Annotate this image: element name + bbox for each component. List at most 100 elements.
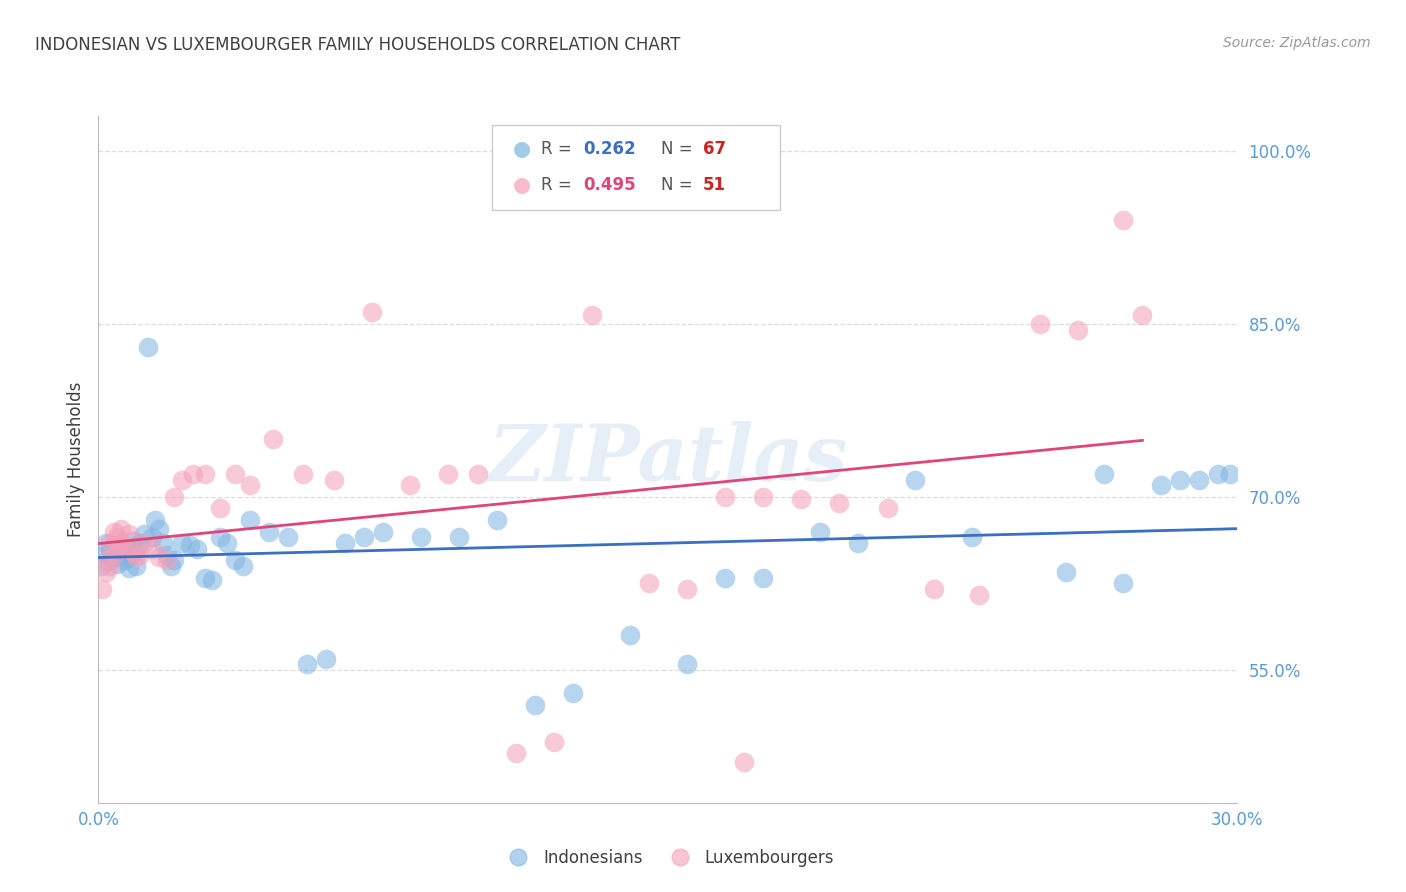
Text: N =: N = xyxy=(661,140,697,158)
Point xyxy=(132,526,155,541)
Point xyxy=(217,536,239,550)
Point xyxy=(121,533,143,548)
Point xyxy=(141,541,163,556)
Text: ZIPatlas: ZIPatlas xyxy=(488,421,848,498)
Point xyxy=(967,588,990,602)
Point xyxy=(846,536,869,550)
Point xyxy=(125,559,148,574)
Point xyxy=(524,698,547,712)
Point xyxy=(98,536,121,550)
Text: 0.495: 0.495 xyxy=(583,176,636,194)
Point xyxy=(129,548,152,562)
Point xyxy=(94,565,117,579)
Point xyxy=(163,490,186,504)
Point xyxy=(98,553,121,567)
Point xyxy=(107,530,129,544)
Text: Source: ZipAtlas.com: Source: ZipAtlas.com xyxy=(1223,36,1371,50)
Point xyxy=(125,549,148,564)
Text: N =: N = xyxy=(661,176,697,194)
Point xyxy=(1094,467,1116,481)
Legend: Indonesians, Luxembourgers: Indonesians, Luxembourgers xyxy=(495,842,841,873)
Point xyxy=(163,553,186,567)
Point xyxy=(371,524,394,539)
Point xyxy=(114,553,136,567)
Point xyxy=(94,548,117,562)
Point xyxy=(103,524,125,539)
Point xyxy=(960,530,983,544)
Point xyxy=(107,545,129,559)
Point xyxy=(292,467,315,481)
Point xyxy=(103,538,125,552)
Point xyxy=(1188,473,1211,487)
Point xyxy=(103,549,125,564)
Point xyxy=(179,538,201,552)
Point xyxy=(148,522,170,536)
Point xyxy=(714,571,737,585)
Point xyxy=(411,530,433,544)
Point xyxy=(107,538,129,552)
Point xyxy=(315,651,337,665)
Point xyxy=(714,490,737,504)
Point xyxy=(208,530,231,544)
Point xyxy=(194,571,217,585)
Point xyxy=(322,473,344,487)
Point xyxy=(110,548,132,562)
Point xyxy=(562,686,585,700)
Point xyxy=(262,432,284,446)
Point xyxy=(790,492,813,507)
Point xyxy=(1056,565,1078,579)
Point xyxy=(94,536,117,550)
Point xyxy=(98,541,121,556)
Point xyxy=(129,536,152,550)
Point xyxy=(91,582,114,597)
Point xyxy=(110,522,132,536)
Point xyxy=(877,501,900,516)
Point xyxy=(1170,473,1192,487)
Point xyxy=(828,496,851,510)
Point xyxy=(118,561,141,575)
Point xyxy=(922,582,945,597)
Point xyxy=(156,548,179,562)
Point xyxy=(159,559,181,574)
Point xyxy=(239,478,262,492)
Text: 67: 67 xyxy=(703,140,725,158)
Point xyxy=(449,530,471,544)
Point xyxy=(186,541,208,556)
Point xyxy=(118,526,141,541)
Point xyxy=(183,467,205,481)
Point xyxy=(232,559,254,574)
Point xyxy=(297,657,319,672)
Point xyxy=(132,536,155,550)
Point xyxy=(152,536,174,550)
Text: 0.262: 0.262 xyxy=(583,140,636,158)
Point xyxy=(201,573,224,587)
Point xyxy=(110,536,132,550)
Point xyxy=(125,541,148,556)
Text: ●: ● xyxy=(513,139,530,159)
Point xyxy=(114,541,136,556)
Point xyxy=(110,536,132,550)
Point xyxy=(752,571,775,585)
Text: R =: R = xyxy=(541,176,578,194)
Point xyxy=(98,559,121,574)
Point xyxy=(239,513,262,527)
Point xyxy=(114,541,136,556)
Point xyxy=(335,536,357,550)
Point xyxy=(808,524,831,539)
Point xyxy=(543,734,565,748)
Point xyxy=(1150,478,1173,492)
Point xyxy=(107,557,129,571)
Point xyxy=(277,530,299,544)
Point xyxy=(1112,212,1135,227)
Point xyxy=(224,467,246,481)
Point xyxy=(486,513,509,527)
Point xyxy=(121,545,143,559)
Point xyxy=(436,467,458,481)
Text: R =: R = xyxy=(541,140,578,158)
Point xyxy=(1067,322,1090,336)
Point xyxy=(136,340,159,354)
Point xyxy=(360,305,382,319)
Point xyxy=(619,628,641,642)
Point xyxy=(145,513,167,527)
Point xyxy=(91,559,114,574)
